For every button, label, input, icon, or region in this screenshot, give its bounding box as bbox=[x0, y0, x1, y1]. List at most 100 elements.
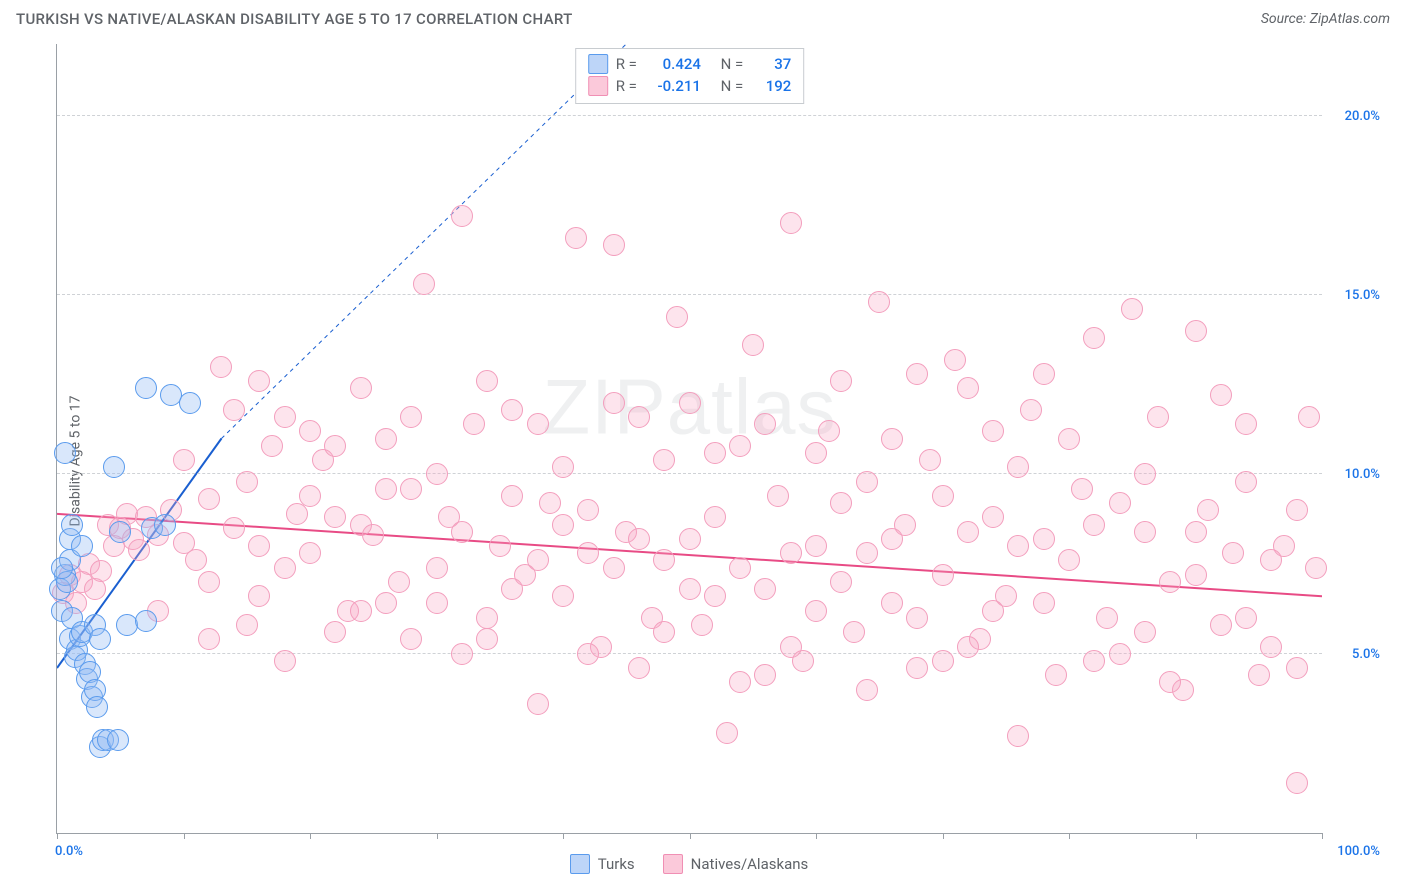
data-point bbox=[324, 506, 346, 528]
data-point bbox=[906, 607, 928, 629]
data-point bbox=[426, 463, 448, 485]
data-point bbox=[400, 478, 422, 500]
data-point bbox=[179, 392, 201, 414]
data-point bbox=[1007, 725, 1029, 747]
ytick-label: 15.0% bbox=[1345, 288, 1380, 303]
ytick-label: 10.0% bbox=[1345, 467, 1380, 482]
data-point bbox=[248, 535, 270, 557]
swatch-pink-icon bbox=[663, 854, 683, 874]
data-point bbox=[388, 571, 410, 593]
data-point bbox=[919, 449, 941, 471]
data-point bbox=[653, 549, 675, 571]
data-point bbox=[103, 456, 125, 478]
data-point bbox=[1147, 406, 1169, 428]
data-point bbox=[501, 485, 523, 507]
data-point bbox=[375, 428, 397, 450]
xtick bbox=[690, 833, 691, 839]
data-point bbox=[754, 578, 776, 600]
data-point bbox=[653, 449, 675, 471]
data-point bbox=[1134, 463, 1156, 485]
trend-lines-layer bbox=[57, 44, 1322, 833]
data-point bbox=[1058, 428, 1080, 450]
data-point bbox=[603, 557, 625, 579]
data-point bbox=[210, 356, 232, 378]
data-point bbox=[375, 478, 397, 500]
data-point bbox=[1286, 657, 1308, 679]
data-point bbox=[628, 657, 650, 679]
data-point bbox=[1083, 514, 1105, 536]
data-point bbox=[628, 528, 650, 550]
data-point bbox=[539, 492, 561, 514]
data-point bbox=[1033, 363, 1055, 385]
data-point bbox=[1235, 607, 1257, 629]
data-point bbox=[1185, 564, 1207, 586]
data-point bbox=[906, 657, 928, 679]
data-point bbox=[691, 614, 713, 636]
data-point bbox=[501, 399, 523, 421]
gridline bbox=[57, 115, 1322, 116]
n-label: N = bbox=[721, 55, 744, 73]
data-point bbox=[1197, 499, 1219, 521]
data-point bbox=[742, 334, 764, 356]
data-point bbox=[1222, 542, 1244, 564]
data-point bbox=[1185, 320, 1207, 342]
data-point bbox=[818, 420, 840, 442]
chart-area: Disability Age 5 to 17 ZIPatlas R = 0.42… bbox=[14, 44, 1392, 878]
data-point bbox=[957, 636, 979, 658]
data-point bbox=[248, 585, 270, 607]
data-point bbox=[527, 549, 549, 571]
legend-item-turks: Turks bbox=[570, 854, 635, 874]
xtick bbox=[1069, 833, 1070, 839]
r-label: R = bbox=[616, 55, 637, 73]
xtick bbox=[184, 833, 185, 839]
xtick bbox=[943, 833, 944, 839]
data-point bbox=[881, 428, 903, 450]
legend-label-natives: Natives/Alaskans bbox=[691, 855, 809, 873]
r-value-turks: 0.424 bbox=[645, 55, 701, 73]
legend-label-turks: Turks bbox=[598, 855, 635, 873]
data-point bbox=[729, 671, 751, 693]
data-point bbox=[1159, 571, 1181, 593]
data-point bbox=[868, 291, 890, 313]
data-point bbox=[754, 413, 776, 435]
data-point bbox=[51, 557, 73, 579]
data-point bbox=[628, 406, 650, 428]
data-point bbox=[830, 571, 852, 593]
data-point bbox=[552, 456, 574, 478]
data-point bbox=[1286, 499, 1308, 521]
data-point bbox=[90, 560, 112, 582]
data-point bbox=[236, 471, 258, 493]
data-point bbox=[754, 664, 776, 686]
data-point bbox=[135, 377, 157, 399]
data-point bbox=[577, 643, 599, 665]
data-point bbox=[1033, 592, 1055, 614]
data-point bbox=[830, 492, 852, 514]
data-point bbox=[324, 621, 346, 643]
xtick-label-right: 100.0% bbox=[1337, 844, 1380, 859]
data-point bbox=[780, 542, 802, 564]
data-point bbox=[61, 514, 83, 536]
data-point bbox=[729, 435, 751, 457]
data-point bbox=[223, 517, 245, 539]
correlation-legend: R = 0.424 N = 37 R = -0.211 N = 192 bbox=[575, 48, 805, 104]
xtick bbox=[310, 833, 311, 839]
data-point bbox=[400, 406, 422, 428]
data-point bbox=[476, 607, 498, 629]
data-point bbox=[767, 485, 789, 507]
data-point bbox=[274, 650, 296, 672]
data-point bbox=[426, 557, 448, 579]
xtick bbox=[437, 833, 438, 839]
data-point bbox=[957, 521, 979, 543]
data-point bbox=[603, 234, 625, 256]
xtick bbox=[563, 833, 564, 839]
data-point bbox=[856, 542, 878, 564]
data-point bbox=[944, 349, 966, 371]
data-point bbox=[350, 600, 372, 622]
data-point bbox=[1305, 557, 1327, 579]
data-point bbox=[704, 585, 726, 607]
data-point bbox=[805, 600, 827, 622]
xtick bbox=[1322, 833, 1323, 839]
scatter-plot: ZIPatlas R = 0.424 N = 37 R = -0.211 N =… bbox=[56, 44, 1322, 834]
data-point bbox=[856, 471, 878, 493]
legend-item-natives: Natives/Alaskans bbox=[663, 854, 809, 874]
